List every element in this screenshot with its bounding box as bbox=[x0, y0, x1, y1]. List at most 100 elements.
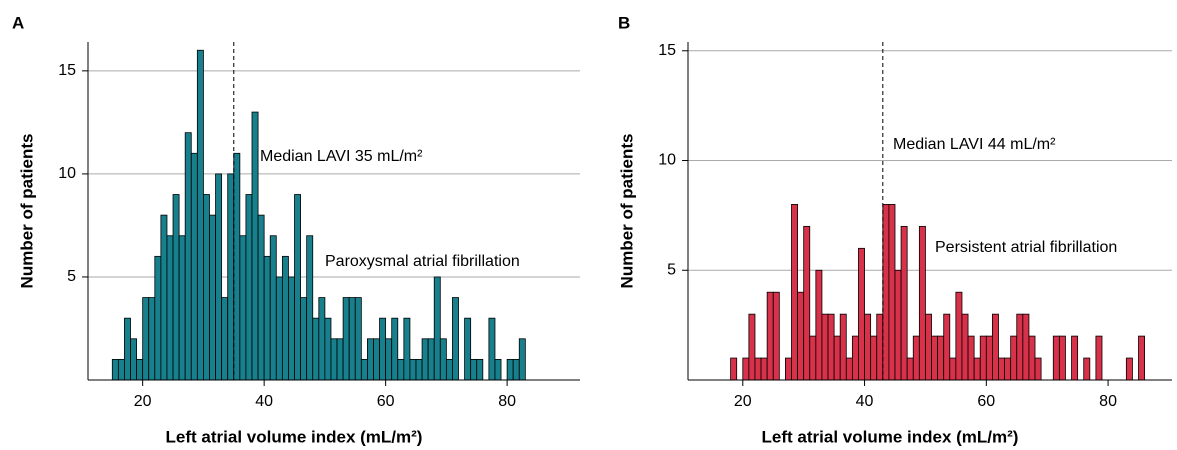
bar bbox=[876, 313, 884, 381]
bar bbox=[403, 317, 411, 381]
bar bbox=[275, 276, 283, 381]
series-label: Persistent atrial fibrillation bbox=[935, 239, 1117, 256]
bar bbox=[912, 335, 920, 381]
bar bbox=[754, 357, 762, 381]
bar bbox=[882, 204, 890, 381]
x-axis-label: Left atrial volume index (mL/m²) bbox=[762, 427, 1019, 446]
x-tick-label: 60 bbox=[977, 393, 995, 410]
bar bbox=[821, 313, 829, 381]
y-axis-label: Number of patients bbox=[617, 134, 636, 289]
bar bbox=[360, 358, 368, 381]
bar bbox=[269, 235, 277, 381]
bar bbox=[476, 358, 484, 381]
bar bbox=[124, 317, 131, 381]
bar bbox=[864, 313, 872, 381]
bar bbox=[791, 204, 798, 381]
bar bbox=[251, 111, 259, 381]
median-label: Median LAVI 35 mL/m² bbox=[260, 148, 423, 165]
bar bbox=[1058, 335, 1066, 381]
x-tick-label: 60 bbox=[377, 393, 395, 410]
bar bbox=[900, 225, 908, 381]
bar bbox=[815, 269, 823, 381]
bar bbox=[209, 214, 216, 381]
x-tick-label: 40 bbox=[255, 393, 273, 410]
y-tick-label: 15 bbox=[658, 42, 676, 59]
bar bbox=[918, 225, 926, 381]
bar bbox=[785, 357, 792, 381]
bar bbox=[227, 173, 235, 381]
bar bbox=[979, 335, 987, 381]
bar bbox=[906, 357, 914, 381]
y-tick-label: 5 bbox=[67, 268, 76, 285]
bar bbox=[894, 269, 902, 381]
bar bbox=[1095, 335, 1103, 381]
bar bbox=[342, 297, 350, 381]
bar bbox=[1052, 335, 1060, 381]
bar bbox=[215, 173, 223, 381]
bar bbox=[760, 357, 768, 381]
bar bbox=[992, 313, 999, 381]
bar bbox=[184, 132, 192, 381]
bar bbox=[391, 317, 399, 381]
bar bbox=[373, 338, 380, 381]
x-tick-label: 80 bbox=[1099, 393, 1117, 410]
bar bbox=[748, 313, 756, 381]
bar bbox=[421, 338, 429, 381]
bar bbox=[221, 297, 229, 381]
y-tick-label: 5 bbox=[667, 261, 676, 278]
bar bbox=[111, 358, 119, 381]
bar bbox=[1125, 357, 1133, 381]
bar bbox=[937, 335, 945, 381]
bar bbox=[160, 214, 168, 381]
panel-label: B bbox=[618, 13, 630, 32]
bar bbox=[803, 225, 811, 381]
bar bbox=[318, 297, 326, 381]
bar bbox=[263, 255, 271, 381]
bar bbox=[973, 357, 981, 381]
bar bbox=[955, 291, 963, 381]
bar bbox=[148, 297, 156, 381]
bar bbox=[367, 338, 374, 381]
bar bbox=[312, 317, 320, 381]
bar bbox=[409, 358, 417, 381]
panel-label: A bbox=[12, 13, 24, 32]
bar bbox=[506, 358, 514, 381]
bar bbox=[839, 313, 847, 381]
bar bbox=[288, 276, 295, 381]
bar bbox=[809, 335, 817, 381]
bar bbox=[245, 194, 253, 381]
bar bbox=[336, 338, 344, 381]
bar bbox=[730, 357, 738, 381]
bar bbox=[178, 235, 186, 381]
bar bbox=[1034, 357, 1042, 381]
bar bbox=[433, 276, 441, 381]
bar bbox=[827, 313, 835, 381]
bar bbox=[166, 235, 174, 381]
x-tick-label: 80 bbox=[498, 393, 516, 410]
bar bbox=[470, 358, 478, 381]
bar bbox=[858, 247, 865, 381]
bar bbox=[397, 358, 405, 381]
y-tick-label: 10 bbox=[58, 165, 76, 182]
bar bbox=[172, 194, 180, 381]
bar bbox=[294, 194, 301, 381]
bar bbox=[196, 49, 204, 381]
bar bbox=[494, 358, 502, 381]
bar bbox=[130, 338, 137, 381]
bar bbox=[772, 291, 780, 381]
bar bbox=[985, 335, 993, 381]
bar bbox=[445, 358, 453, 381]
bar bbox=[1028, 335, 1036, 381]
series-label: Paroxysmal atrial fibrillation bbox=[325, 253, 520, 270]
bar bbox=[330, 338, 338, 381]
bar bbox=[833, 335, 841, 381]
bar bbox=[439, 338, 447, 381]
bar bbox=[518, 338, 526, 381]
bar bbox=[967, 335, 975, 381]
bar bbox=[190, 152, 198, 381]
bar bbox=[142, 297, 150, 381]
bar bbox=[870, 335, 878, 381]
median-label: Median LAVI 44 mL/m² bbox=[893, 136, 1056, 153]
